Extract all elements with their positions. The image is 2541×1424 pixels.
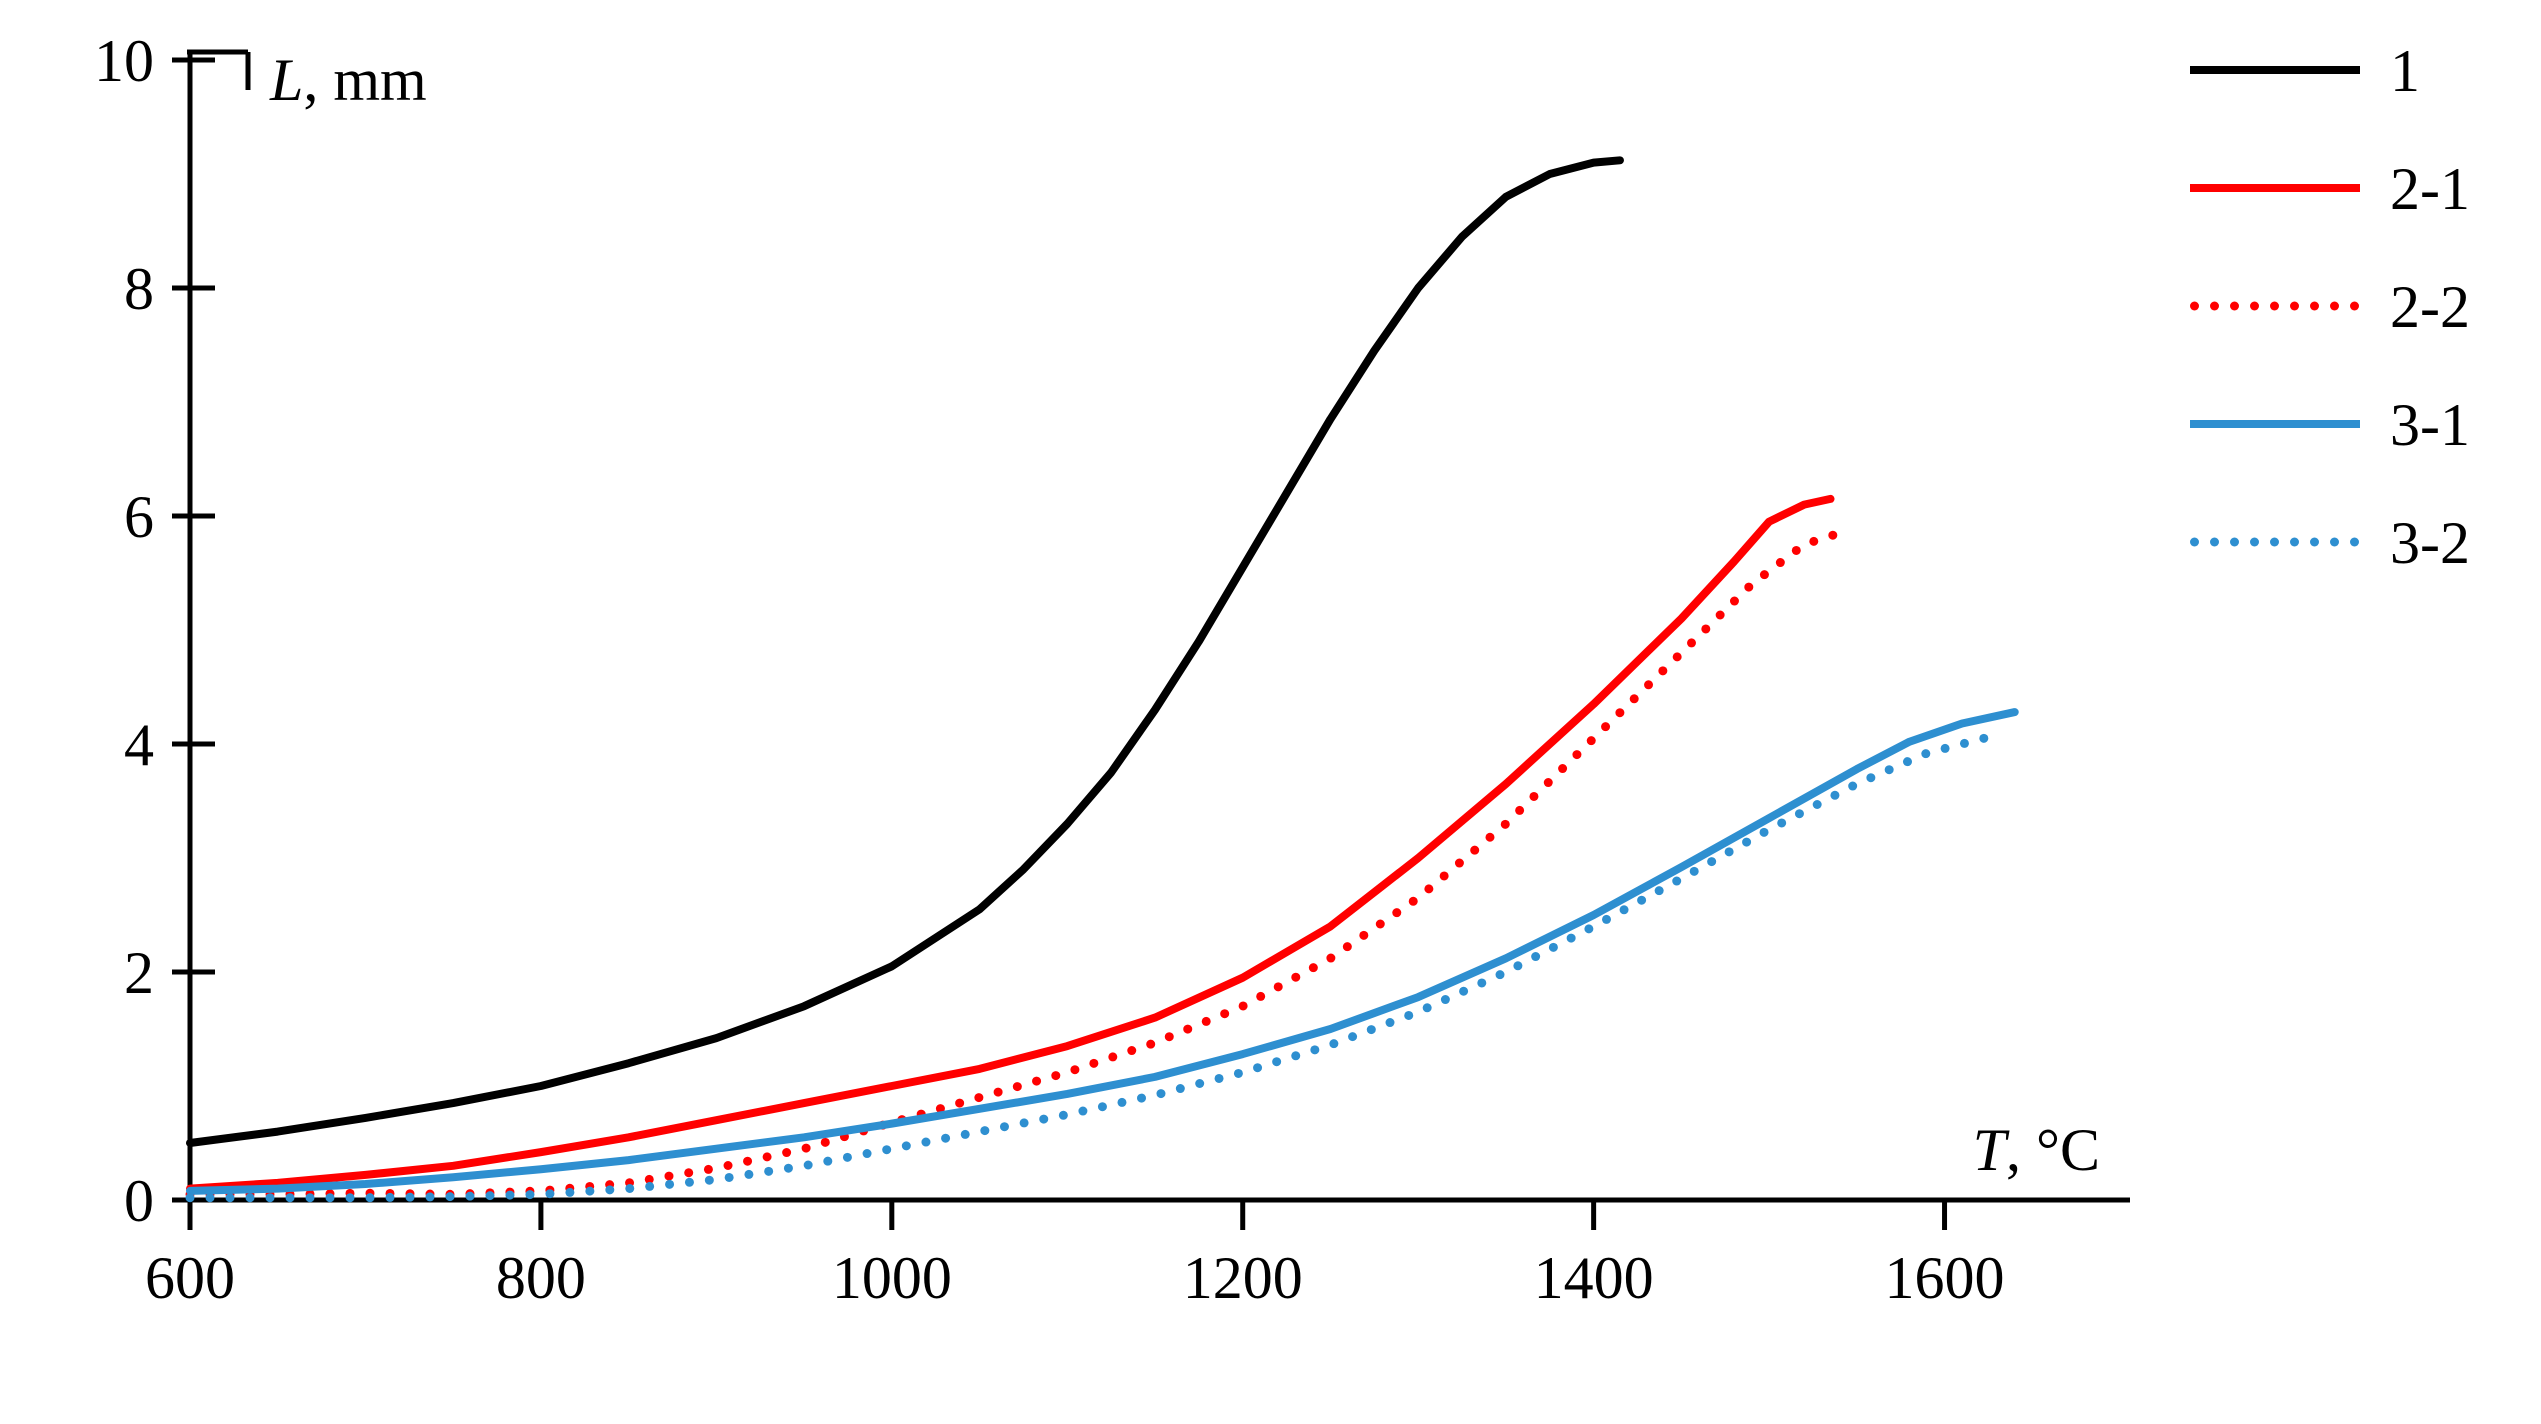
svg-text:6: 6 [124, 484, 154, 550]
legend-label-s1: 1 [2390, 38, 2420, 104]
legend-label-s2_2: 2-2 [2390, 274, 2470, 340]
svg-text:0: 0 [124, 1168, 154, 1234]
svg-text:1600: 1600 [1885, 1245, 2005, 1311]
legend-swatch-s2_2 [2190, 302, 2359, 311]
legend-swatch-s3_2 [2190, 538, 2359, 547]
svg-text:600: 600 [145, 1245, 235, 1311]
svg-text:10: 10 [94, 28, 154, 94]
legend-label-s3_1: 3-1 [2390, 392, 2470, 458]
legend-label-s2_1: 2-1 [2390, 156, 2470, 222]
legend-label-s3_2: 3-2 [2390, 510, 2470, 576]
svg-text:1200: 1200 [1183, 1245, 1303, 1311]
svg-text:8: 8 [124, 256, 154, 322]
svg-text:1400: 1400 [1534, 1245, 1654, 1311]
svg-text:1000: 1000 [832, 1245, 952, 1311]
chart-container: 0 2 4 6 8 10 600 800 1000 1200 1400 1600 L, mm T, °C 1… [0, 0, 2541, 1424]
svg-text:T, °C: T, °C [1973, 1117, 2100, 1183]
svg-text:4: 4 [124, 712, 154, 778]
svg-text:800: 800 [496, 1245, 586, 1311]
line-chart: 0 2 4 6 8 10 600 800 1000 1200 1400 1600 L, mm T, °C 1… [0, 0, 2541, 1424]
svg-text:2: 2 [124, 940, 154, 1006]
svg-text:L, mm: L, mm [269, 47, 427, 113]
